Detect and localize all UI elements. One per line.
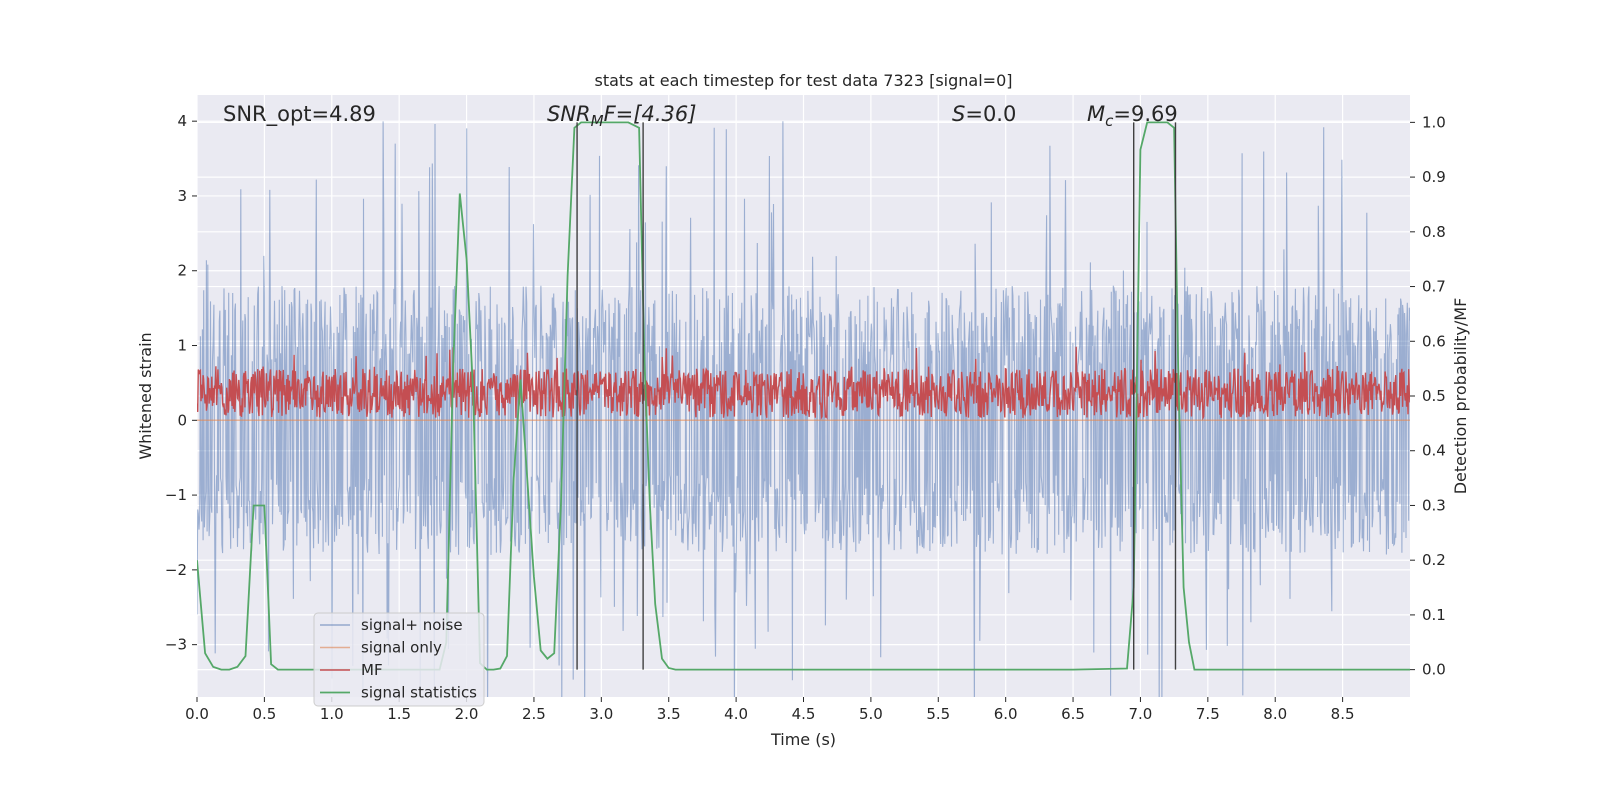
- x-tick-label: 3.5: [657, 705, 681, 723]
- x-tick-label: 1.0: [320, 705, 344, 723]
- y-axis-title: Whitened strain: [136, 332, 155, 459]
- x-tick-label: 0.0: [185, 705, 209, 723]
- y2-tick-label: 0.3: [1422, 496, 1446, 514]
- legend: signal+ noise signal only MF signal statist…: [313, 612, 485, 707]
- annotation-mc: Mc=9.69: [1087, 102, 1178, 130]
- x-tick-label: 7.0: [1129, 705, 1153, 723]
- x-tick-label: 6.0: [994, 705, 1018, 723]
- annotation-snr-opt: SNR_opt=4.89: [223, 102, 376, 127]
- y2-tick-label: 0.8: [1422, 223, 1446, 241]
- annotation-mc-rest: =9.69: [1113, 102, 1177, 126]
- y2-tick-label: 0.7: [1422, 278, 1446, 296]
- series-line-signal-statistics: [197, 121, 1410, 671]
- legend-label: signal only: [361, 639, 442, 657]
- x-tick-label: 8.5: [1331, 705, 1355, 723]
- y2-tick-label: 0.9: [1422, 168, 1446, 186]
- y2-tick-label: 0.0: [1422, 661, 1446, 679]
- x-tick-label: 4.0: [724, 705, 748, 723]
- y-tick-label: −3: [165, 636, 187, 654]
- legend-box: [313, 612, 485, 707]
- series-line-mf: [197, 346, 1410, 421]
- y2-tick-label: 0.5: [1422, 387, 1446, 405]
- y2-tick-label: 0.4: [1422, 442, 1446, 460]
- legend-label: signal statistics: [361, 684, 477, 702]
- annotation-s-main: S: [952, 102, 965, 126]
- y-tick-label: 3: [177, 187, 187, 205]
- annotation-mc-sub: c: [1105, 112, 1114, 130]
- y2-tick-label: 1.0: [1422, 113, 1446, 131]
- y-tick-label: −2: [165, 561, 187, 579]
- x-tick-label: 2.5: [522, 705, 546, 723]
- x-tick-label: 0.5: [252, 705, 276, 723]
- legend-label: MF: [361, 661, 383, 679]
- x-tick-label: 5.0: [859, 705, 883, 723]
- y-tick-label: −1: [165, 486, 187, 504]
- x-tick-label: 2.0: [455, 705, 479, 723]
- annotation-snr-mf-sub: M: [591, 112, 604, 130]
- y2-axis-title: Detection probability/MF: [1451, 298, 1470, 495]
- x-axis-title: Time (s): [770, 730, 836, 749]
- y-tick-label: 4: [177, 112, 187, 130]
- axes: 0.0 0.5 1.0 1.5 2.0 2.5 3.0 3.5 4.0 4.5 5.0 5.5 6.0 6…: [165, 112, 1446, 723]
- annotations: SNR_opt=4.89 SNRMF=[4.36] S=0.0 Mc=9.69: [223, 102, 1178, 130]
- x-tick-label: 7.5: [1196, 705, 1220, 723]
- x-tick-label: 1.5: [387, 705, 411, 723]
- x-tick-label: 4.5: [792, 705, 816, 723]
- series-line-signal-noise: [197, 121, 1410, 697]
- y-tick-label: 2: [177, 262, 187, 280]
- chart-title: stats at each timestep for test data 732…: [594, 71, 1012, 90]
- y-tick-label: 0: [177, 411, 187, 429]
- vertical-markers: [576, 122, 1177, 670]
- annotation-snr-mf-rest: F=[4.36]: [604, 102, 697, 126]
- annotation-snr-mf: SNRMF=[4.36]: [547, 102, 696, 130]
- annotation-s: S=0.0: [952, 102, 1016, 126]
- annotation-snr-mf-main: SNR: [547, 102, 591, 126]
- y2-tick-label: 0.2: [1422, 551, 1446, 569]
- series-layer: [197, 121, 1410, 697]
- annotation-mc-main: M: [1087, 102, 1105, 126]
- x-tick-label: 5.5: [926, 705, 950, 723]
- y2-tick-label: 0.6: [1422, 332, 1446, 350]
- y2-tick-label: 0.1: [1422, 606, 1446, 624]
- legend-label: signal+ noise: [361, 616, 463, 634]
- x-tick-label: 8.0: [1263, 705, 1287, 723]
- x-tick-label: 3.0: [589, 705, 613, 723]
- annotation-s-rest: =0.0: [965, 102, 1016, 126]
- y-tick-label: 1: [177, 337, 187, 355]
- x-tick-label: 6.5: [1061, 705, 1085, 723]
